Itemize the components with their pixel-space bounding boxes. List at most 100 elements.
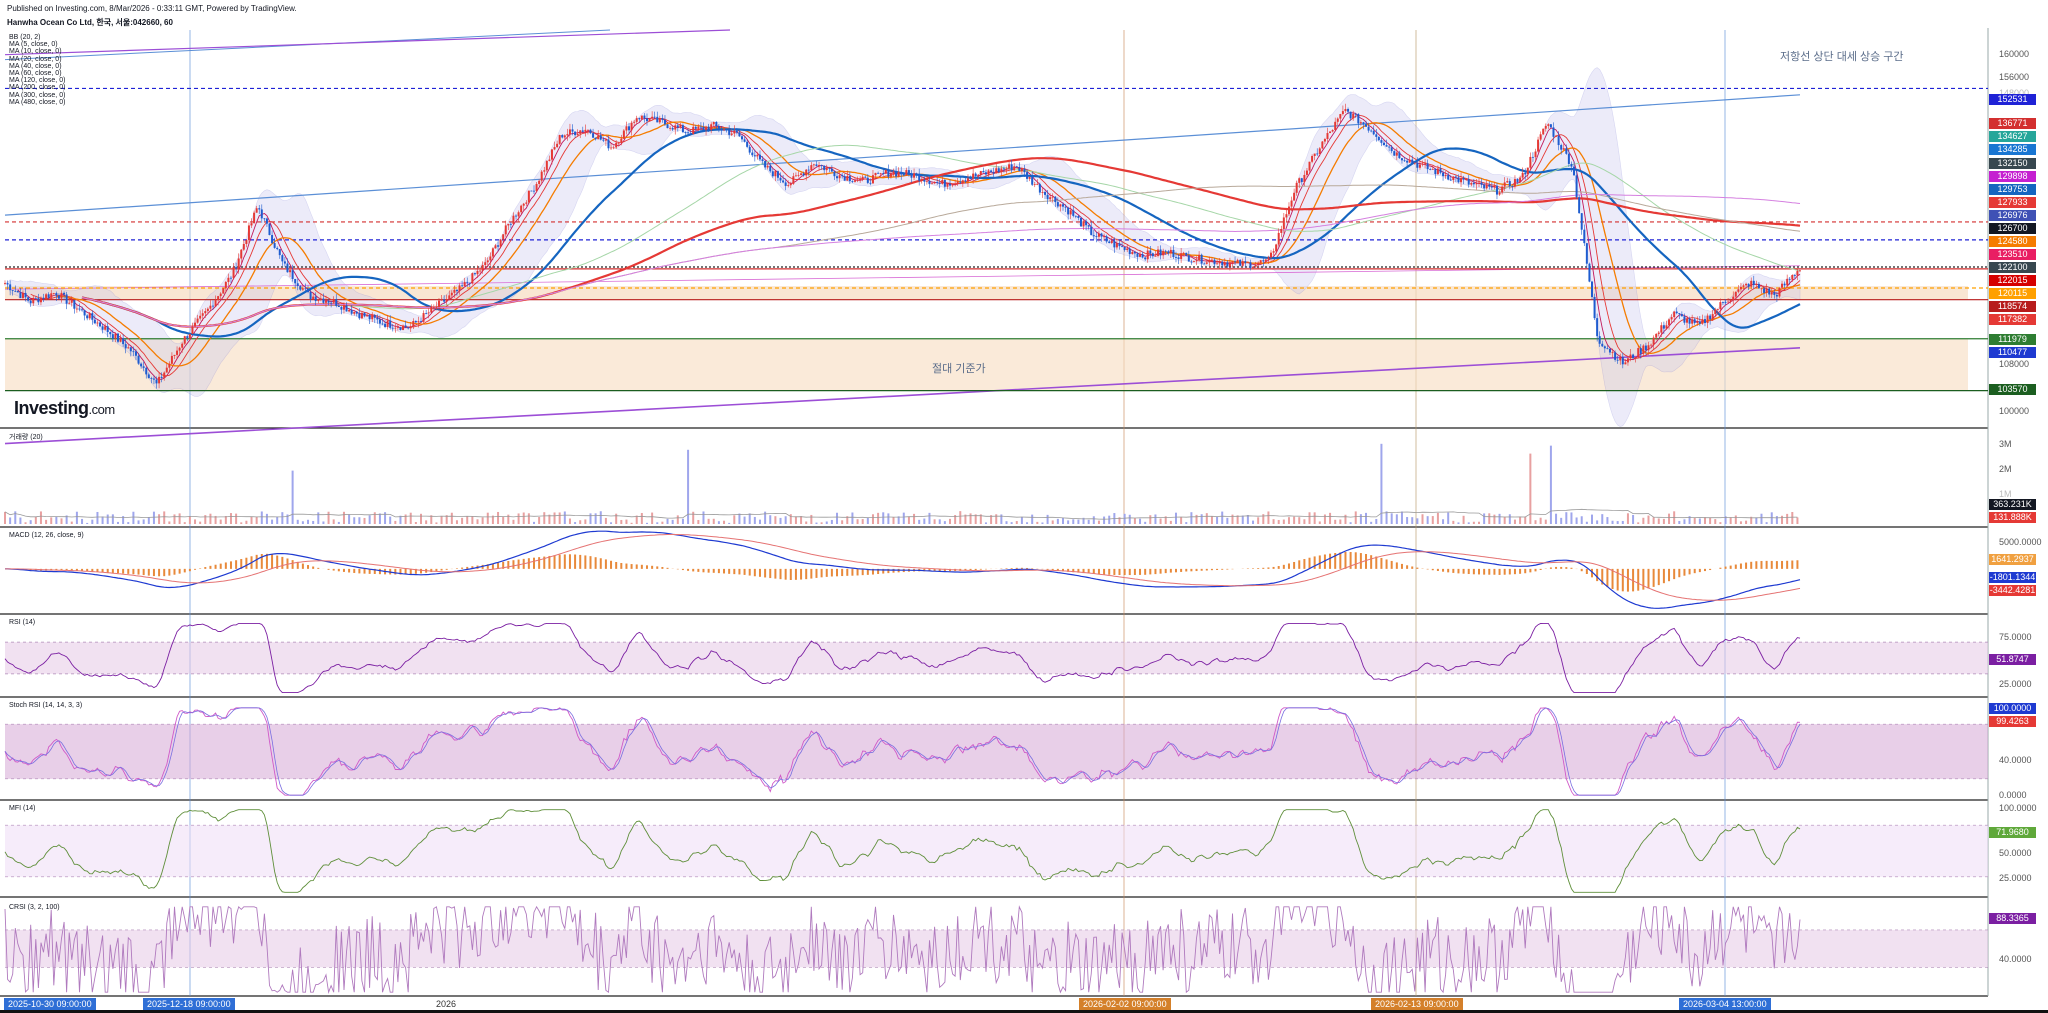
- candle-body: [319, 298, 322, 300]
- macd-histogram-bar: [461, 567, 464, 569]
- candle-body: [1064, 206, 1067, 208]
- volume-bar: [584, 519, 587, 524]
- volume-bar: [29, 520, 32, 524]
- volume-bar: [332, 519, 335, 524]
- macd-histogram-bar: [553, 555, 556, 569]
- macd-histogram-bar: [1185, 568, 1188, 572]
- price-badge: 136771: [1989, 118, 2036, 129]
- price-badge: 134285: [1989, 144, 2036, 155]
- macd-histogram-bar: [111, 568, 114, 573]
- macd-histogram-bar: [1488, 568, 1491, 575]
- candle-body: [1775, 294, 1778, 297]
- macd-histogram-bar: [589, 556, 592, 569]
- legend-item[interactable]: BB (20, 2): [9, 34, 41, 41]
- candle-body: [504, 225, 507, 235]
- volume-bar: [517, 513, 520, 524]
- volume-bar: [738, 513, 741, 524]
- macd-histogram-bar: [147, 568, 150, 576]
- volume-bar: [1739, 521, 1742, 524]
- candle-body: [450, 292, 453, 296]
- volume-bar: [979, 514, 982, 524]
- candle-body: [807, 169, 810, 171]
- volume-bar: [743, 516, 746, 524]
- candle-body: [1567, 153, 1570, 164]
- candle-body: [553, 147, 556, 150]
- volume-bar: [1544, 519, 1547, 524]
- crsi-badge: 88.3365: [1989, 913, 2036, 924]
- volume-bar: [168, 521, 171, 524]
- candle-body: [263, 218, 266, 220]
- candle-body: [1470, 182, 1473, 185]
- crsi-tick: 40.0000: [1999, 954, 2032, 964]
- volume-bar: [512, 519, 515, 524]
- volume-bar: [1180, 517, 1183, 524]
- macd-histogram-bar: [1287, 563, 1290, 569]
- candle-body: [1737, 289, 1740, 292]
- legend-item[interactable]: MA (60, close, 0): [9, 70, 62, 78]
- candle-body: [1010, 164, 1013, 171]
- macd-histogram-bar: [455, 568, 458, 569]
- candle-body: [1652, 337, 1655, 345]
- macd-histogram-bar: [1133, 568, 1136, 575]
- candle-body: [1287, 206, 1290, 215]
- macd-histogram-bar: [558, 554, 561, 569]
- volume-bar: [615, 513, 618, 524]
- candle-body: [879, 173, 882, 174]
- candle-body: [966, 178, 969, 182]
- volume-bar: [1626, 513, 1629, 524]
- macd-histogram-bar: [687, 568, 690, 571]
- candle-body: [430, 306, 433, 313]
- candle-body: [1329, 131, 1332, 134]
- volume-bar: [1205, 513, 1208, 524]
- volume-bar: [96, 511, 99, 524]
- logo-suffix: .com: [88, 402, 116, 417]
- candle-body: [1331, 130, 1334, 132]
- candle-body: [723, 129, 726, 131]
- volume-bar: [199, 521, 202, 524]
- candle-body: [907, 170, 910, 174]
- candle-body: [1442, 172, 1445, 177]
- candle-body: [1077, 216, 1080, 218]
- macd-histogram-bar: [846, 568, 849, 576]
- volume-bar: [548, 514, 551, 524]
- candle-body: [1768, 288, 1771, 295]
- volume-bar: [312, 520, 315, 524]
- volume-tick: 2M: [1999, 464, 2012, 474]
- candle-body: [1395, 152, 1398, 156]
- legend-item[interactable]: MA (300, close, 0): [9, 91, 66, 99]
- volume-bar: [825, 521, 828, 524]
- candle-body: [859, 178, 862, 181]
- candle-body: [1308, 161, 1311, 171]
- macd-histogram-bar: [933, 568, 936, 572]
- candle-body: [109, 331, 112, 335]
- candle-body: [550, 149, 553, 160]
- legend-item[interactable]: MA (120, close, 0): [9, 77, 66, 85]
- candle-body: [1552, 127, 1555, 137]
- candle-body: [1436, 168, 1439, 175]
- macd-histogram-bar: [1642, 568, 1645, 590]
- volume-bar: [794, 516, 797, 524]
- candle-body: [1239, 259, 1242, 266]
- x-date-badge: 2026-02-13 09:00:00: [1371, 998, 1463, 1010]
- legend-item[interactable]: MA (200, close, 0): [9, 84, 66, 92]
- candle-body: [1657, 332, 1660, 334]
- candle-body: [1508, 181, 1511, 187]
- candle-body: [286, 263, 289, 273]
- volume-bar: [943, 521, 946, 524]
- legend-item[interactable]: MA (40, close, 0): [9, 62, 62, 70]
- volume-bar: [45, 519, 48, 524]
- mfi-tick: 50.0000: [1999, 848, 2032, 858]
- macd-histogram-bar: [1180, 568, 1183, 572]
- crsi-pane-title: CRSI (3, 2, 100): [9, 904, 60, 911]
- candle-body: [594, 137, 597, 140]
- candle-body: [1241, 261, 1244, 266]
- candle-body: [764, 161, 767, 168]
- macd-histogram-bar: [1380, 557, 1383, 569]
- legend-item[interactable]: MA (480, close, 0): [9, 98, 66, 106]
- macd-histogram-bar: [1365, 554, 1368, 569]
- legend-item[interactable]: MA (20, close, 0): [9, 55, 62, 63]
- legend-item[interactable]: MA (5, close, 0): [9, 41, 58, 49]
- legend-item[interactable]: MA (10, close, 0): [9, 48, 62, 56]
- volume-bar: [1560, 517, 1563, 524]
